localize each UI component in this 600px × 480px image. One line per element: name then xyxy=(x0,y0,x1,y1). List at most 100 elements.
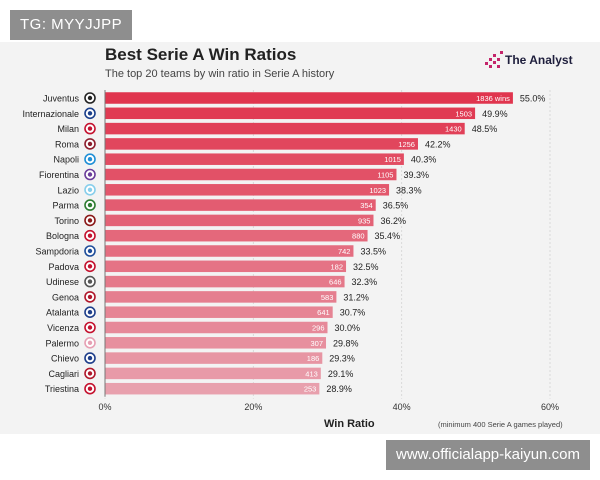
bar xyxy=(105,352,323,364)
bar xyxy=(105,92,513,104)
value-label: 29.8% xyxy=(333,338,359,348)
x-tick-label: 40% xyxy=(393,402,411,412)
wins-label: 307 xyxy=(311,339,324,348)
wins-label: 583 xyxy=(321,293,334,302)
wins-label: 1105 xyxy=(377,171,393,180)
wins-label: 1430 xyxy=(445,125,462,134)
team-label: Genoa xyxy=(52,292,79,302)
wins-label: 646 xyxy=(329,278,342,287)
x-tick-label: 20% xyxy=(244,402,262,412)
value-label: 28.9% xyxy=(326,384,352,394)
wins-label: 880 xyxy=(352,232,365,241)
value-label: 42.2% xyxy=(425,139,451,149)
wins-label: 742 xyxy=(338,247,351,256)
team-label: Udinese xyxy=(46,277,79,287)
bar xyxy=(105,306,333,318)
chart-footnote: (minimum 400 Serie A games played) xyxy=(438,420,563,429)
bar xyxy=(105,122,465,135)
value-label: 32.5% xyxy=(353,262,379,272)
watermark-bottom-right: www.officialapp-kaiyun.com xyxy=(386,440,590,470)
club-badge-center xyxy=(87,371,93,376)
value-label: 32.3% xyxy=(352,277,378,287)
club-badge-center xyxy=(87,294,93,300)
value-label: 31.2% xyxy=(343,292,369,302)
wins-label: 641 xyxy=(317,308,330,317)
brand-name: The Analyst xyxy=(505,53,573,67)
club-badge-center xyxy=(87,355,93,361)
bar xyxy=(105,321,328,334)
bar xyxy=(105,199,376,211)
club-badge-center xyxy=(87,279,93,284)
bar xyxy=(105,337,327,349)
club-badge-center xyxy=(87,310,93,315)
bar xyxy=(105,367,321,380)
bar xyxy=(105,245,354,257)
wins-label: 296 xyxy=(312,324,325,333)
team-label: Vicenza xyxy=(47,323,79,333)
analyst-logo-icon xyxy=(485,51,503,68)
value-label: 39.3% xyxy=(403,170,429,180)
value-label: 49.9% xyxy=(482,109,508,119)
club-badge-center xyxy=(87,248,93,254)
wins-label: 1256 xyxy=(398,140,415,149)
wins-label: 413 xyxy=(305,369,318,378)
value-label: 29.3% xyxy=(329,354,355,364)
team-label: Napoli xyxy=(53,155,79,165)
bar xyxy=(105,214,374,227)
bar xyxy=(105,275,345,288)
club-badge-center xyxy=(87,157,93,162)
bar xyxy=(105,229,368,242)
team-label: Parma xyxy=(52,201,79,211)
team-label: Atalanta xyxy=(46,308,79,318)
value-label: 36.2% xyxy=(380,216,406,226)
wins-label: 935 xyxy=(358,216,371,225)
club-badge-center xyxy=(87,111,93,116)
team-label: Chievo xyxy=(51,354,79,364)
club-badge-center xyxy=(87,141,93,147)
club-badge-center xyxy=(87,264,93,269)
club-badge-center xyxy=(87,325,93,330)
team-label: Padova xyxy=(48,262,79,272)
bar xyxy=(105,260,347,273)
club-badge-center xyxy=(87,126,93,131)
wins-label: 1503 xyxy=(455,109,472,118)
chart-subtitle: The top 20 teams by win ratio in Serie A… xyxy=(105,68,335,80)
bar xyxy=(105,138,418,150)
club-badge-center xyxy=(87,233,93,238)
bar xyxy=(105,291,337,303)
value-label: 40.3% xyxy=(411,155,437,165)
bar xyxy=(105,168,397,181)
team-label: Cagliari xyxy=(48,369,79,379)
team-label: Sampdoria xyxy=(35,247,79,257)
x-tick-label: 60% xyxy=(541,402,559,412)
team-label: Bologna xyxy=(46,231,79,241)
wins-label: 1836 wins xyxy=(476,94,510,103)
team-label: Fiorentina xyxy=(39,170,79,180)
club-badge-center xyxy=(87,187,93,192)
wins-label: 1023 xyxy=(369,186,386,195)
team-label: Internazionale xyxy=(22,109,79,119)
value-label: 35.4% xyxy=(375,231,401,241)
wins-label: 186 xyxy=(307,354,320,363)
team-label: Torino xyxy=(54,216,79,226)
wins-label: 354 xyxy=(360,201,373,210)
wins-label: 182 xyxy=(331,262,344,271)
team-label: Roma xyxy=(55,139,79,149)
club-badge-center xyxy=(87,386,93,391)
value-label: 55.0% xyxy=(520,94,546,104)
bar xyxy=(105,107,476,120)
value-label: 38.3% xyxy=(396,185,422,195)
bar xyxy=(105,382,320,395)
wins-label: 253 xyxy=(304,385,317,394)
x-axis-title: Win Ratio xyxy=(324,418,375,430)
team-label: Triestina xyxy=(45,384,79,394)
value-label: 48.5% xyxy=(472,124,498,134)
team-label: Lazio xyxy=(57,185,79,195)
bar xyxy=(105,153,404,165)
club-badge-center xyxy=(87,340,93,345)
team-label: Juventus xyxy=(43,94,80,104)
team-label: Palermo xyxy=(45,338,79,348)
watermark-top-left: TG: MYYJJPP xyxy=(10,10,133,40)
club-badge-center xyxy=(87,172,93,177)
